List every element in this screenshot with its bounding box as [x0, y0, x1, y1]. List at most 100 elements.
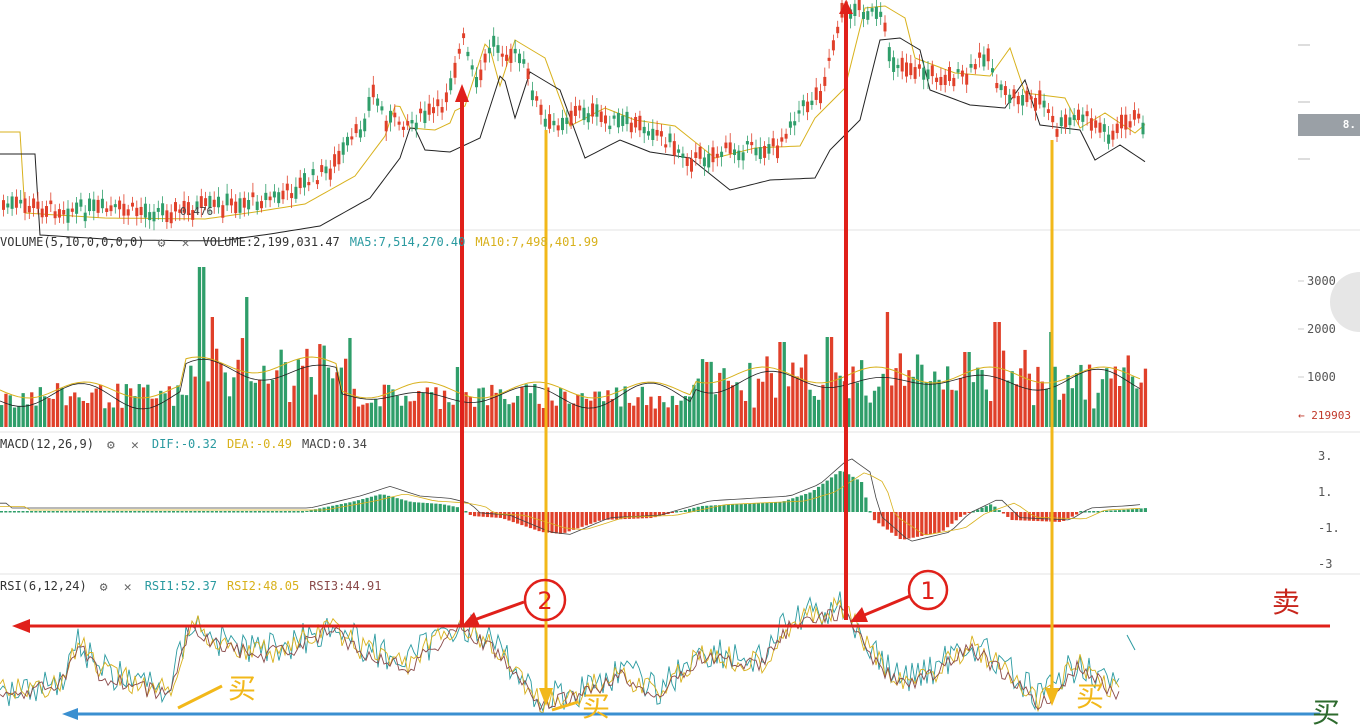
macd-bar: [1001, 512, 1006, 514]
price-candle: [1064, 114, 1068, 128]
price-candle: [152, 211, 156, 222]
volume-bar: [735, 382, 739, 427]
volume-bar: [25, 404, 30, 427]
close-icon[interactable]: ✕: [131, 438, 139, 453]
price-candle: [341, 142, 345, 155]
price-candle: [36, 201, 40, 209]
price-candle: [763, 145, 767, 158]
volume-bar: [636, 397, 640, 427]
price-candle: [27, 205, 31, 213]
volume-bar: [1066, 374, 1070, 427]
price-candle: [578, 105, 582, 111]
gear-icon[interactable]: ⚙: [157, 236, 166, 251]
macd-bar: [877, 512, 881, 524]
gear-icon[interactable]: ⚙: [99, 580, 108, 595]
close-icon[interactable]: ✕: [123, 580, 132, 595]
macd-bar: [1070, 512, 1074, 517]
volume-bar: [877, 386, 881, 427]
macd-bar: [301, 511, 304, 513]
price-candle: [45, 206, 48, 217]
macd-bar: [700, 505, 705, 512]
macd-bar: [141, 511, 145, 513]
macd-bar: [645, 512, 649, 519]
price-candle: [565, 117, 569, 124]
volume-bar: [700, 359, 705, 427]
volume-bar: [94, 388, 98, 427]
price-candle: [883, 22, 887, 32]
volume-bar: [240, 338, 245, 427]
macd-bar: [976, 509, 980, 512]
macd-bar: [971, 511, 975, 513]
price-candle: [973, 64, 977, 70]
macd-bar: [722, 504, 726, 512]
macd-bar: [129, 511, 132, 513]
macd-bar: [103, 511, 107, 513]
price-candle: [586, 113, 590, 123]
volume-bar: [872, 390, 877, 427]
volume-bar: [111, 407, 116, 427]
rsi1-value: RSI1:52.37: [144, 579, 217, 593]
volume-bar: [270, 379, 275, 427]
volume-bar: [627, 402, 632, 427]
volume-bar: [331, 378, 335, 427]
price-candle: [616, 112, 620, 128]
close-icon[interactable]: ✕: [181, 236, 190, 251]
volume-bar: [799, 367, 804, 427]
price-candle: [225, 193, 229, 206]
rsi2-value: RSI2:48.05: [226, 579, 300, 593]
macd-bar: [55, 511, 59, 513]
volume-bar: [915, 354, 920, 427]
price-candle: [870, 8, 874, 12]
macd-bar: [249, 511, 253, 513]
volume-bar: [369, 402, 374, 427]
price-candle: [681, 153, 685, 158]
macd-bar: [167, 511, 171, 513]
macd-bar: [154, 511, 158, 513]
price-candle: [500, 53, 504, 57]
volume-ma5: MA5:7,514,270.40: [349, 235, 466, 249]
macd-bar: [438, 503, 442, 512]
price-candle: [113, 204, 117, 208]
gear-icon[interactable]: ⚙: [107, 438, 115, 453]
macd-bar: [937, 512, 941, 533]
volume-bar: [559, 388, 563, 427]
price-candle: [849, 9, 853, 19]
volume-bar: [550, 400, 554, 427]
volume-bar: [511, 402, 515, 427]
volume-bar: [997, 322, 1001, 427]
price-candle: [591, 103, 595, 117]
macd-bar: [365, 497, 369, 512]
volume-bar: [696, 378, 700, 427]
macd-bar: [808, 492, 812, 512]
volume-bar: [120, 407, 124, 427]
price-candle: [1089, 118, 1093, 131]
macd-bar: [933, 512, 937, 534]
price-candle: [281, 190, 285, 200]
volume-bar: [726, 380, 730, 427]
price-candle: [548, 114, 552, 129]
macd-bar: [47, 511, 51, 513]
macd-bar: [236, 511, 240, 513]
volume-bar: [537, 403, 541, 427]
macd-bar: [1096, 511, 1100, 513]
buy-vertical-arrowhead: [1045, 688, 1059, 706]
volume-bar: [1062, 393, 1066, 427]
volume-bar: [129, 388, 133, 427]
volume-bar: [154, 398, 159, 427]
price-candle: [733, 149, 736, 155]
macd-bar: [146, 511, 150, 513]
macd-bar: [1019, 512, 1023, 521]
price-candle: [238, 198, 242, 213]
price-candle: [453, 62, 457, 78]
price-candle: [638, 115, 642, 131]
macd-bar: [649, 512, 653, 519]
volume-bar: [55, 383, 60, 427]
volume-bar: [227, 396, 232, 427]
sell-label: 卖: [1272, 586, 1300, 619]
volume-bar: [855, 382, 859, 427]
macd-bar: [907, 512, 911, 539]
volume-bar: [1010, 371, 1014, 427]
macd-bar: [86, 511, 89, 513]
macd-bar: [911, 512, 915, 538]
volume-last-label: ← 219903: [1298, 409, 1351, 422]
